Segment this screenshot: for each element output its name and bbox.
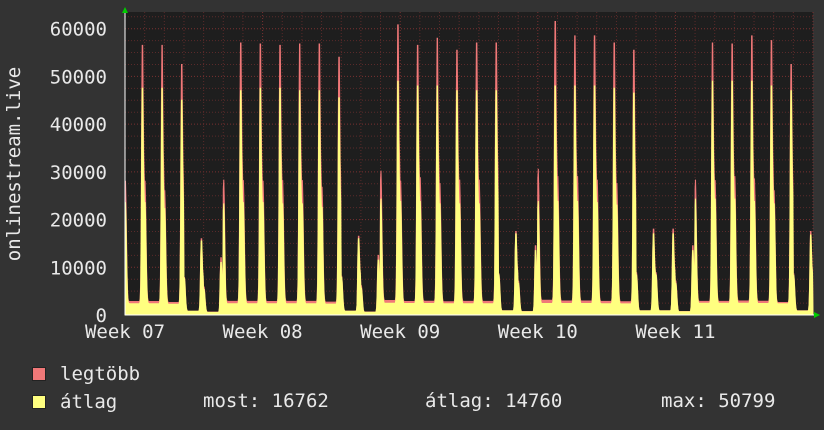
y-tick-label: 0 [96,305,107,327]
legend-swatch-max [32,367,46,381]
axes [122,7,820,318]
stat-max: max: 50799 [661,390,776,412]
y-tick-labels: 0 10000 20000 30000 40000 50000 60000 [50,19,107,327]
series-area-avg [124,80,814,316]
x-tick-label: Week 10 [498,321,578,343]
stat-average: átlag: 14760 [425,390,563,412]
x-tick-label: Week 09 [360,321,440,343]
y-tick-label: 50000 [50,66,107,88]
y-tick-label: 20000 [50,210,107,232]
y-tick-label: 60000 [50,19,107,41]
y-axis-label: onlinestream.live [3,67,25,261]
legend-label-avg: átlag [60,391,118,413]
x-tick-labels: Week 07 Week 08 Week 09 Week 10 Week 11 [85,321,715,343]
series-areas [124,21,814,316]
legend-swatch-avg [32,395,46,409]
x-tick-label: Week 11 [635,321,715,343]
x-tick-label: Week 08 [223,321,303,343]
stat-current: most: 16762 [203,390,329,412]
y-tick-label: 10000 [50,257,107,279]
plot-background [125,12,813,315]
y-axis-arrow [122,7,128,13]
x-tick-label: Week 07 [85,321,165,343]
y-tick-label: 40000 [50,114,107,136]
legend-item-max: legtöbb [32,363,141,385]
legend-label-max: legtöbb [60,363,141,385]
x-axis-arrow [814,312,820,318]
y-tick-label: 30000 [50,162,107,184]
legend-item-avg: átlag [32,391,118,413]
